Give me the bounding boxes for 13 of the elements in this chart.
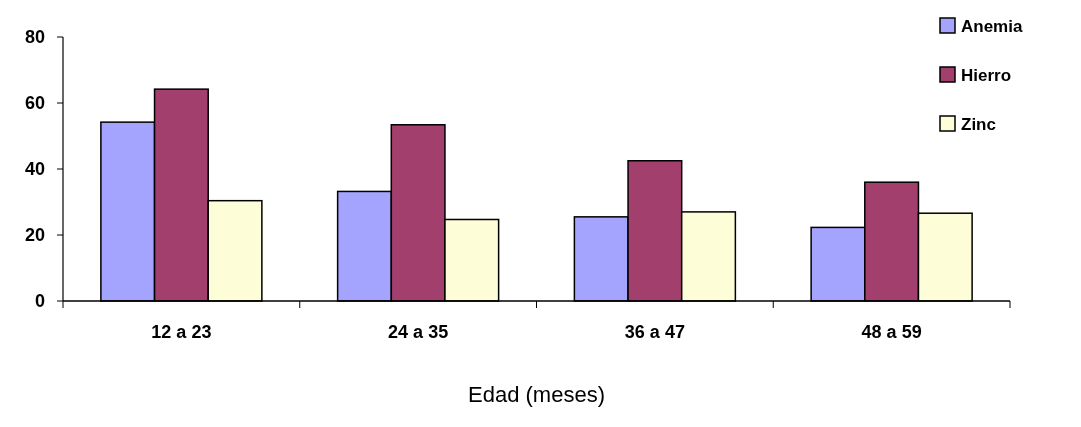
y-tick-label: 80 [24,27,45,48]
legend-label: Anemia [961,16,1023,36]
x-axis-title: Edad (meses) [468,382,605,407]
y-tick-label: 0 [34,291,45,312]
x-tick-label: 48 a 59 [861,322,922,342]
y-tick-label: 40 [24,159,45,180]
legend-label: Hierro [961,65,1012,85]
x-tick-label: 12 a 23 [151,322,212,342]
x-tick-label: 24 a 35 [388,322,449,342]
y-tick-label: 60 [24,93,45,114]
legend-label: Zinc [961,114,996,134]
x-tick-label: 36 a 47 [624,322,685,342]
y-tick-label: 20 [24,225,45,246]
